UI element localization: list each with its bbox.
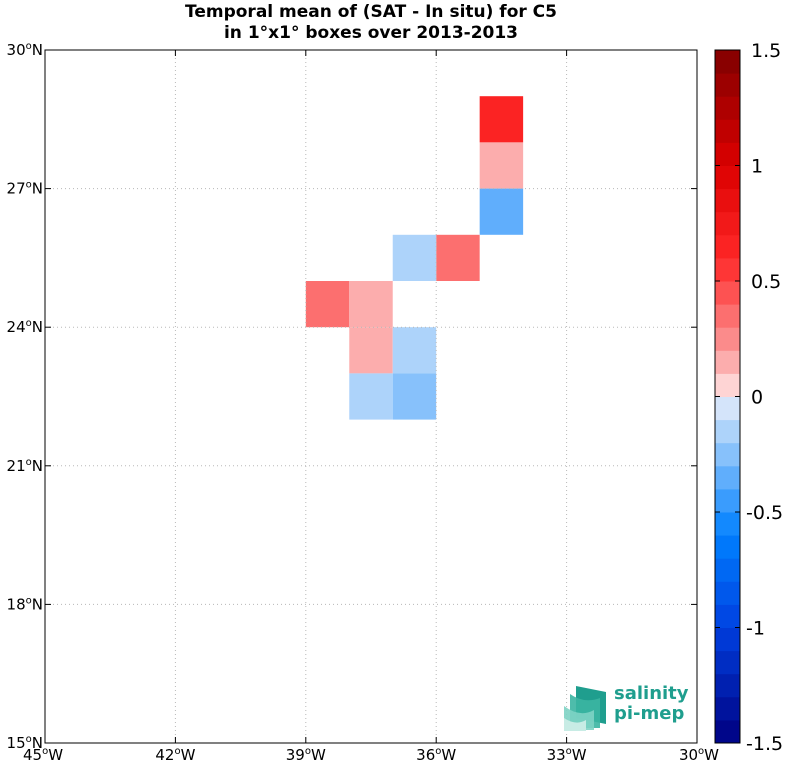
colorbar-segment: [715, 488, 740, 513]
heatmap-cell: [349, 281, 393, 328]
colorbar-segment: [715, 442, 740, 467]
colorbar-tick-label: -0.5: [746, 502, 783, 524]
x-tick-label: 30oW: [679, 746, 719, 763]
colorbar-segment: [715, 327, 740, 351]
y-tick-label: 27oN: [7, 180, 43, 198]
colorbar-tick-label: 0: [751, 387, 763, 409]
y-tick-label: 18oN: [7, 595, 43, 613]
colorbar-segment: [715, 142, 740, 166]
colorbar-segment: [715, 535, 740, 559]
x-tick-label: 39oW: [286, 746, 326, 763]
heatmap-cell: [349, 327, 393, 374]
colorbar-segment: [715, 73, 740, 97]
heatmap-cell: [436, 234, 480, 281]
heatmap-cell: [305, 281, 350, 328]
x-tick-label: 36oW: [416, 746, 456, 763]
colorbar-tick-label: -1.5: [746, 733, 783, 755]
colorbar-tick-label: 0.5: [751, 271, 781, 293]
colorbar-segment: [715, 281, 740, 305]
y-tick-label: 15oN: [7, 734, 43, 752]
logo-text-pi-mep: pi-mep: [614, 703, 685, 724]
chart-title-line1: Temporal mean of (SAT - In situ) for C5: [185, 2, 557, 22]
salinity-pi-mep-logo: salinity pi-mep: [562, 684, 702, 732]
colorbar-segment: [715, 234, 740, 259]
colorbar-segment: [715, 396, 740, 421]
colorbar-segment: [715, 188, 740, 213]
colorbar-segment: [715, 50, 740, 74]
x-tick-label: 33oW: [547, 746, 587, 763]
colorbar-segment: [715, 512, 740, 536]
heatmap-cell: [479, 142, 524, 189]
y-tick-label: 30oN: [7, 41, 43, 59]
colorbar-tick-label: -1: [746, 618, 765, 640]
colorbar-segment: [715, 465, 740, 490]
logo-text-salinity: salinity: [614, 683, 689, 704]
colorbar-tick-label: 1: [751, 156, 763, 178]
colorbar-segment: [715, 119, 740, 143]
y-tick-label: 24oN: [7, 318, 43, 336]
colorbar-segment: [715, 650, 740, 675]
y-tick-label: 21oN: [7, 457, 43, 475]
axis-ticks: 45oW 42oW 39oW 36oW 33oW 30oW 15oN 18oN 21oN 24oN…: [7, 41, 720, 763]
colorbar-segment: [715, 419, 740, 444]
heatmap-cell: [392, 234, 437, 281]
colorbar: 1.5 1 0.5 0 -0.5 -1 -1.5: [714, 40, 783, 755]
grid-lines: [45, 50, 697, 743]
colorbar-segment: [715, 211, 740, 236]
colorbar-segment: [715, 581, 740, 605]
heatmap-cell: [479, 188, 524, 235]
colorbar-segment: [715, 673, 740, 698]
colorbar-segment: [715, 696, 740, 721]
heatmap-cell: [479, 96, 524, 143]
colorbar-segment: [715, 627, 740, 652]
heatmap-cell: [392, 373, 437, 420]
colorbar-segment: [715, 165, 740, 190]
colorbar-segment: [715, 373, 740, 397]
x-tick-label: 45oW: [23, 746, 63, 763]
colorbar-segment: [715, 558, 740, 582]
colorbar-segment: [715, 257, 740, 282]
x-tick-label: 42oW: [155, 746, 195, 763]
chart-title-line2: in 1°x1° boxes over 2013-2013: [223, 23, 519, 43]
heatmap-cell: [349, 373, 393, 420]
chart-title: Temporal mean of (SAT - In situ) for C5 …: [45, 2, 697, 44]
heatmap-cell: [392, 327, 437, 374]
plot-frame: [44, 49, 698, 744]
colorbar-tick-label: 1.5: [751, 40, 781, 62]
colorbar-segment: [715, 350, 740, 374]
colorbar-segment: [715, 604, 740, 628]
colorbar-segment: [715, 304, 740, 328]
wave-logo-icon: [564, 686, 606, 731]
colorbar-segment: [715, 96, 740, 120]
colorbar-segment: [715, 719, 740, 744]
heatmap-cells: [305, 96, 524, 420]
